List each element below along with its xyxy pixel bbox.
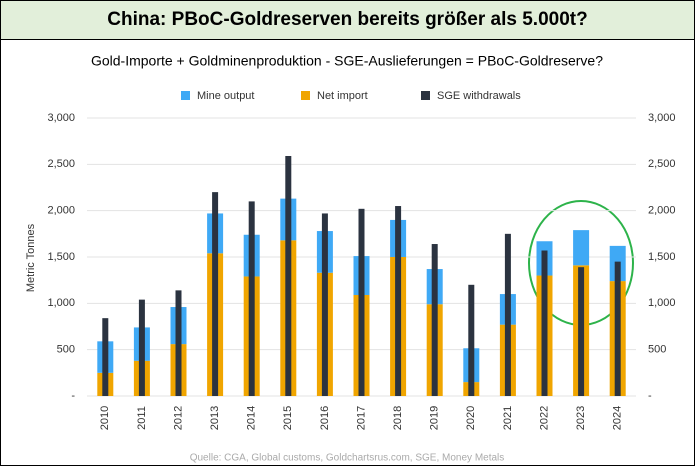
y2-tick-label: 2,000: [648, 205, 676, 217]
legend-swatch: [421, 91, 430, 100]
y2-tick-label: 1,000: [648, 297, 676, 309]
bar-sge-withdrawals: [578, 267, 585, 396]
y-tick-label: 1,000: [47, 297, 75, 309]
bar-sge-withdrawals: [212, 192, 219, 396]
x-tick-label: 2021: [502, 406, 514, 430]
y-tick-label: -: [71, 390, 75, 402]
x-tick-label: 2019: [429, 406, 441, 430]
bar-sge-withdrawals: [321, 213, 328, 396]
x-tick-label: 2017: [355, 406, 367, 430]
y2-tick-label: 500: [648, 344, 666, 356]
y2-tick-label: 3,000: [648, 112, 676, 124]
legend-label: Mine output: [197, 90, 254, 102]
x-tick-label: 2022: [538, 406, 550, 430]
bar-sge-withdrawals: [285, 155, 292, 396]
bar-sge-withdrawals: [138, 299, 145, 396]
x-tick-label: 2014: [246, 406, 258, 430]
bar-sge-withdrawals: [175, 290, 182, 396]
x-tick-label: 2011: [136, 406, 148, 430]
y-tick-label: 500: [57, 344, 75, 356]
y2-tick-label: 1,500: [648, 251, 676, 263]
bar-sge-withdrawals: [248, 201, 255, 396]
x-tick-label: 2015: [282, 406, 294, 430]
legend-label: Net import: [317, 90, 368, 102]
y-tick-label: 1,500: [47, 251, 75, 263]
bar-sge-withdrawals: [504, 233, 511, 396]
x-tick-label: 2018: [392, 406, 404, 430]
y-axis-label: Metric Tonnes: [25, 223, 37, 292]
y2-tick-label: 2,500: [648, 158, 676, 170]
bar-sge-withdrawals: [541, 250, 548, 396]
bar-sge-withdrawals: [358, 208, 365, 396]
x-tick-label: 2024: [612, 406, 624, 430]
legend-swatch: [181, 91, 190, 100]
x-tick-label: 2020: [465, 406, 477, 430]
bar-mine-output: [573, 230, 590, 266]
chart-title: China: PBoC-Goldreserven bereits größer …: [1, 1, 694, 40]
y-tick-label: 2,500: [47, 158, 75, 170]
y-tick-label: 3,000: [47, 112, 75, 124]
legend-label: SGE withdrawals: [437, 90, 521, 102]
chart: Gold-Importe + Goldminenproduktion - SGE…: [25, 53, 676, 464]
bar-sge-withdrawals: [431, 244, 438, 396]
x-tick-label: 2013: [209, 406, 221, 430]
subtitle: Gold-Importe + Goldminenproduktion - SGE…: [91, 53, 603, 69]
bar-sge-withdrawals: [102, 318, 109, 396]
legend-swatch: [301, 91, 310, 100]
source: Quelle: CGA, Global customs, Goldchartsr…: [190, 453, 505, 464]
bar-sge-withdrawals: [614, 261, 621, 396]
bar-sge-withdrawals: [395, 206, 402, 396]
y2-tick-label: -: [648, 390, 652, 402]
bar-sge-withdrawals: [468, 284, 475, 396]
y-tick-label: 2,000: [47, 205, 75, 217]
x-tick-label: 2016: [319, 406, 331, 430]
x-tick-label: 2012: [172, 406, 184, 430]
x-tick-label: 2010: [99, 406, 111, 430]
x-tick-label: 2023: [575, 406, 587, 430]
